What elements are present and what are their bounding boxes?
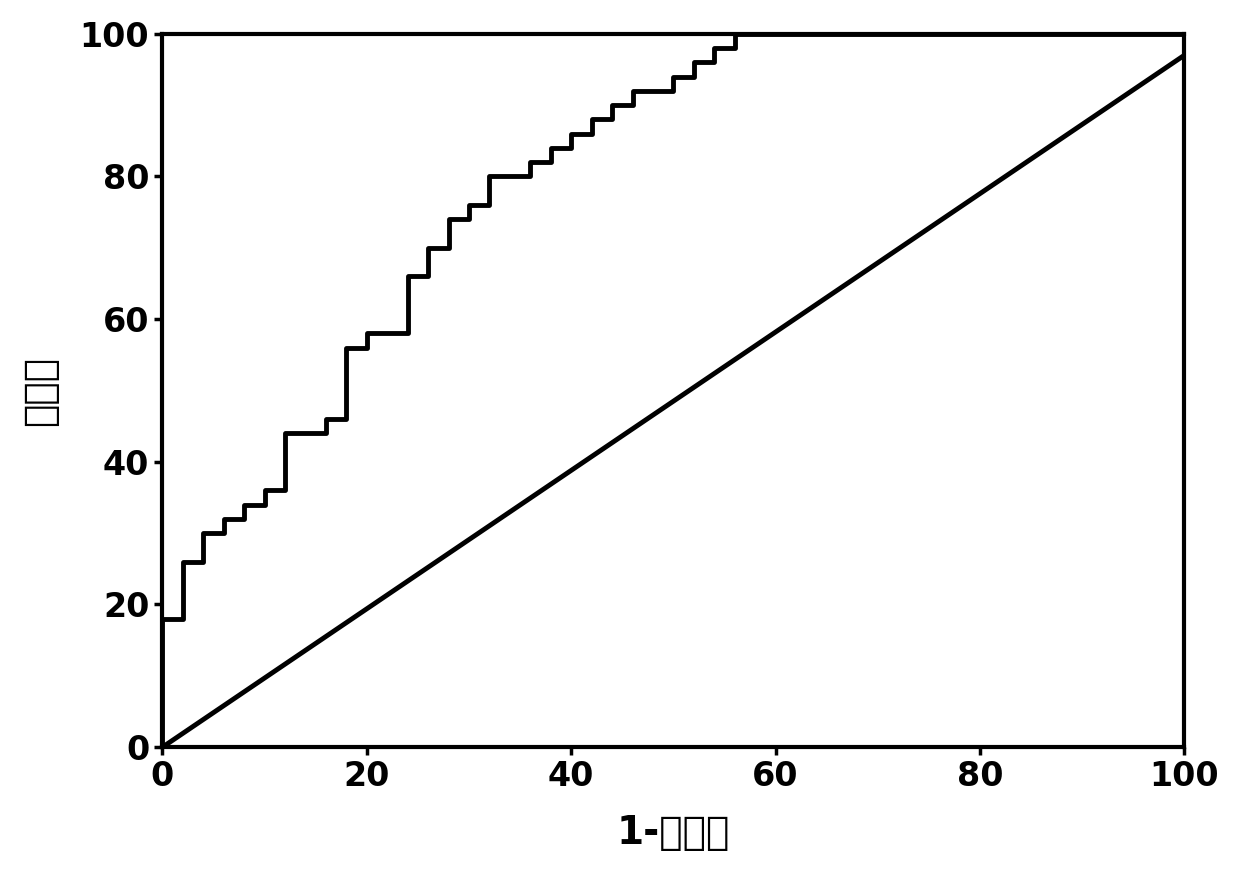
Y-axis label: 灵敏度: 灵敏度 xyxy=(21,355,58,425)
X-axis label: 1-特异性: 1-特异性 xyxy=(616,815,730,852)
